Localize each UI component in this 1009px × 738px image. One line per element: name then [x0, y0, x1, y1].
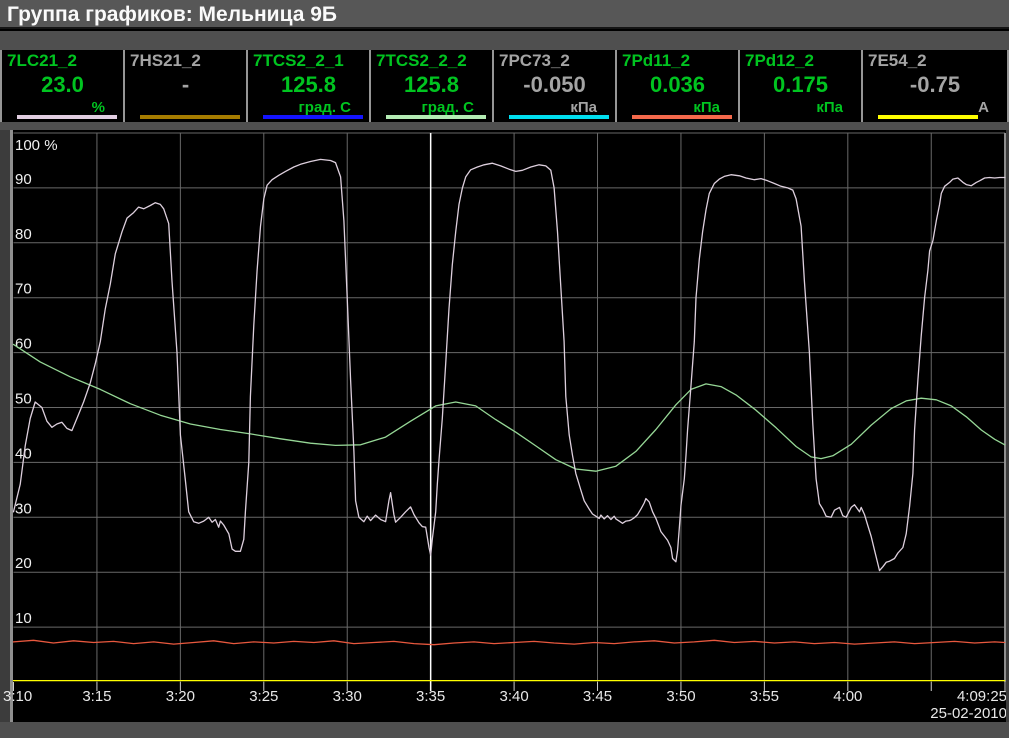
x-tick-label: 3:45 — [583, 688, 612, 705]
channel-unit: A — [978, 99, 989, 116]
channel-cell[interactable]: 7PC73_2 -0.050 кПа — [492, 50, 615, 122]
y-tick-label: 90 — [15, 171, 32, 188]
x-tick-label: 3:20 — [166, 688, 195, 705]
channel-tag: 7LC21_2 — [7, 51, 77, 70]
x-tick-label: 3:25 — [249, 688, 278, 705]
channel-cell[interactable]: 7Pd12_2 0.175 кПа — [738, 50, 861, 122]
channel-cell[interactable]: 7TCS2_2_1 125.8 град. C — [246, 50, 369, 122]
chart-date-label: 25-02-2010 — [930, 705, 1007, 722]
channel-color-bar — [632, 115, 732, 119]
chart-right-frame — [1006, 130, 1009, 722]
channel-tag: 7HS21_2 — [130, 51, 201, 70]
y-top-label: 100 % — [15, 137, 58, 154]
channel-color-bar — [878, 115, 978, 119]
window-title-bar: Группа графиков: Мельница 9Б — [0, 0, 1009, 29]
channel-unit: % — [91, 99, 105, 116]
channel-value: 125.8 — [403, 72, 460, 97]
channel-tag: 7Pd12_2 — [745, 51, 814, 70]
chart-left-frame — [0, 130, 13, 722]
window-bottom-frame — [0, 722, 1009, 738]
y-tick-label: 50 — [15, 391, 32, 408]
y-tick-label: 70 — [15, 281, 32, 298]
y-tick-label: 30 — [15, 500, 32, 517]
channel-color-bar — [263, 115, 363, 119]
channel-tag: 7TCS2_2_1 — [253, 51, 344, 70]
x-end-label: 4:09:25 — [957, 688, 1007, 705]
series-7Pd11_2 — [12, 639, 1006, 646]
x-tick-label: 3:50 — [666, 688, 695, 705]
series-7LC21_2 — [12, 158, 1006, 572]
channel-value: 125.8 — [280, 72, 337, 97]
x-tick-label: 3:15 — [82, 688, 111, 705]
channel-color-bar — [509, 115, 609, 119]
y-tick-label: 20 — [15, 555, 32, 572]
trend-chart[interactable]: 3:10 3:15 3:20 3:25 3:30 3:35 3:40 3:45 3:50 3:55… — [0, 130, 1009, 722]
y-tick-label: 60 — [15, 336, 32, 353]
chart-area: 3:10 3:15 3:20 3:25 3:30 3:35 3:40 3:45 3:50 3:55… — [0, 130, 1009, 722]
channel-value: - — [181, 72, 190, 97]
x-tick-label: 3:30 — [333, 688, 362, 705]
channel-cell[interactable]: 7LC21_2 23.0 % — [0, 50, 123, 122]
x-tick-label: 4:00 — [833, 688, 862, 705]
channel-value: -0.050 — [523, 72, 586, 97]
channel-cell[interactable]: 7Pd11_2 0.036 кПа — [615, 50, 738, 122]
channel-header-row: 7LC21_2 23.0 % 7HS21_2 - 7TCS2_2_1 125.8… — [0, 50, 1009, 122]
series-7TCS2_2_2 — [12, 343, 1006, 472]
channel-tag: 7PC73_2 — [499, 51, 570, 70]
channel-unit: кПа — [570, 99, 597, 116]
channel-tag: 7E54_2 — [868, 51, 927, 70]
channel-unit: град. C — [298, 99, 351, 116]
channel-color-bar — [17, 115, 117, 119]
x-tick-label: 3:35 — [416, 688, 445, 705]
channel-unit: кПа — [816, 99, 843, 116]
channel-value: 0.175 — [772, 72, 829, 97]
window-title: Группа графиков: Мельница 9Б — [7, 3, 338, 26]
channel-unit: кПа — [693, 99, 720, 116]
channel-cell[interactable]: 7TCS2_2_2 125.8 град. C — [369, 50, 492, 122]
channel-color-bar — [386, 115, 486, 119]
channel-tag: 7Pd11_2 — [622, 51, 691, 70]
channel-color-bar — [140, 115, 240, 119]
channel-cell[interactable]: 7HS21_2 - — [123, 50, 246, 122]
y-tick-label: 40 — [15, 445, 32, 462]
channel-value: 0.036 — [649, 72, 706, 97]
y-tick-label: 80 — [15, 226, 32, 243]
x-tick-label: 3:55 — [750, 688, 779, 705]
x-tick-label: 3:40 — [499, 688, 528, 705]
x-tick-label: 3:10 — [3, 688, 32, 705]
channel-cell[interactable]: 7E54_2 -0.75 A — [861, 50, 1009, 122]
channel-value: -0.75 — [909, 72, 961, 97]
channel-unit: град. C — [421, 99, 474, 116]
channel-value: 23.0 — [41, 72, 84, 97]
y-tick-label: 10 — [15, 610, 32, 627]
channel-tag: 7TCS2_2_2 — [376, 51, 467, 70]
